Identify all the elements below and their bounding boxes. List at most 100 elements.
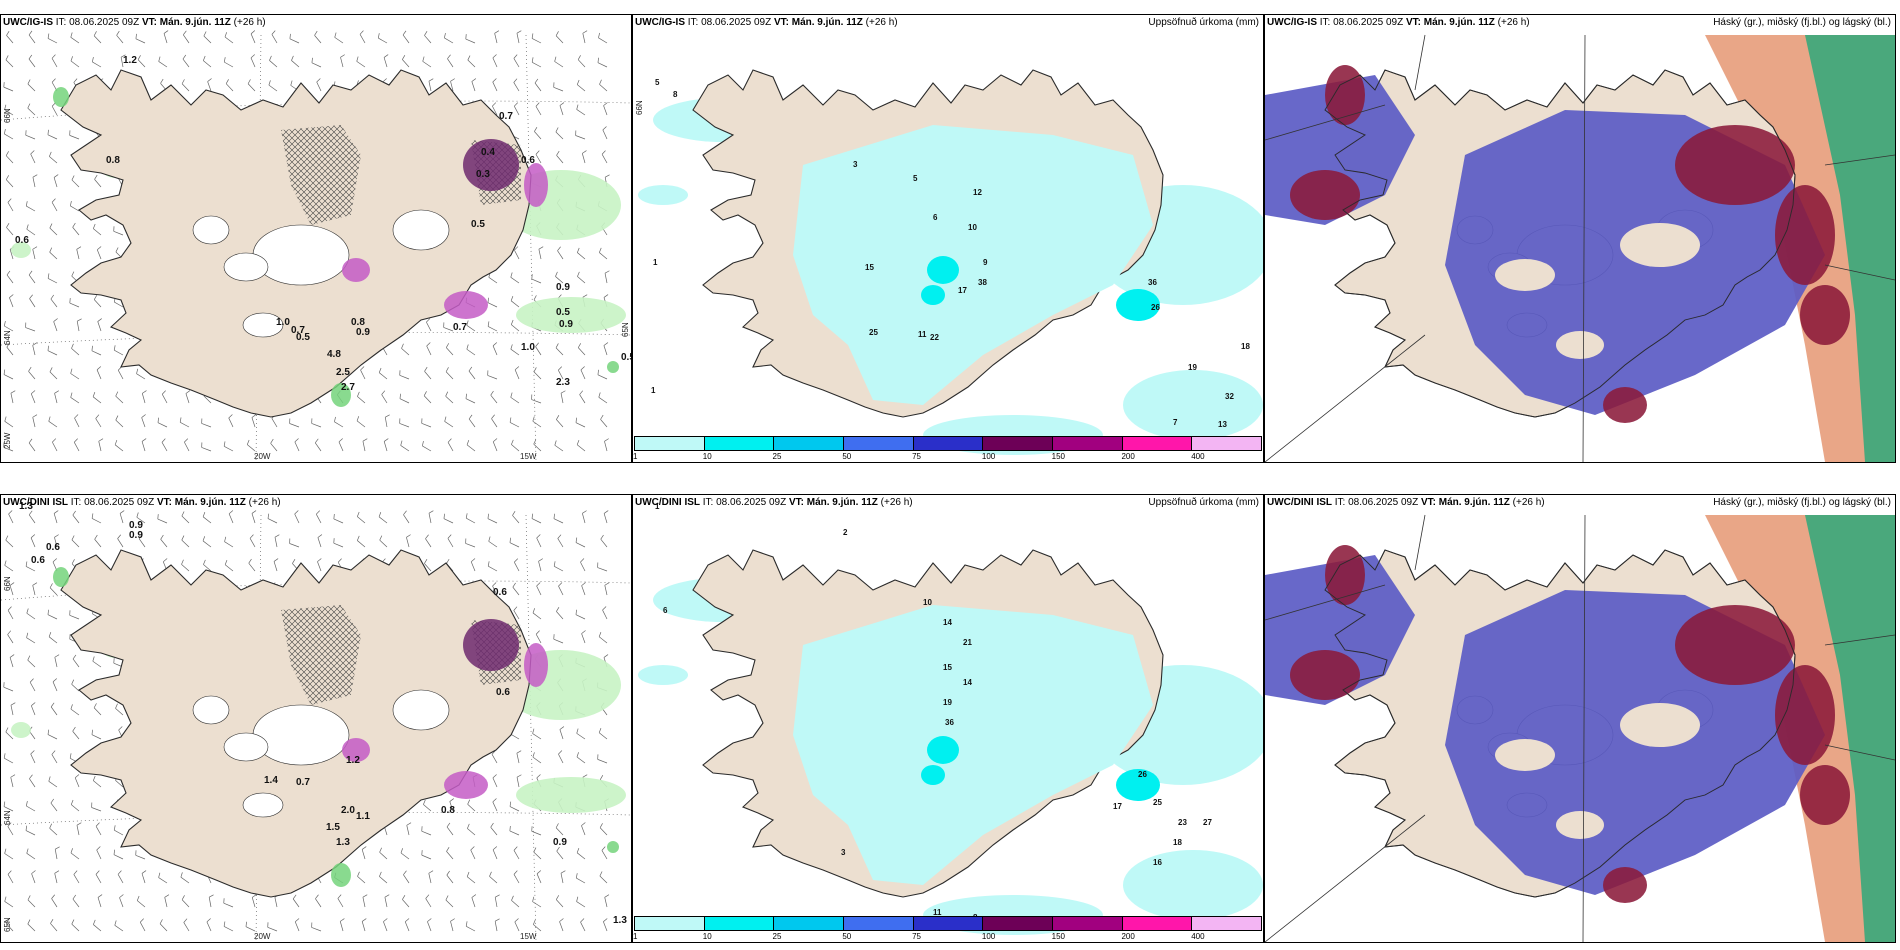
mid-cloud-dense	[1775, 665, 1835, 765]
panel-precip-top[interactable]: UWC/IG-IS IT: 08.06.2025 09Z VT: Mán. 9.…	[632, 14, 1264, 463]
wind-barb	[575, 614, 586, 620]
wind-barb-flag	[604, 270, 610, 274]
wind-barb-flag	[274, 534, 280, 538]
wind-barb	[47, 350, 58, 356]
lead-time: (+26 h)	[1512, 497, 1545, 508]
wind-barb	[601, 850, 608, 860]
wind-barb-flag	[399, 393, 401, 399]
wind-barb	[535, 634, 542, 644]
wind-barb	[9, 249, 14, 260]
wind-barb	[53, 177, 58, 188]
wind-barb-flag	[28, 270, 33, 276]
panel-wind-top[interactable]: UWC/IG-IS IT: 08.06.2025 09Z VT: Mán. 9.…	[0, 14, 632, 463]
wind-barb	[28, 514, 36, 524]
legend-swatch	[1192, 437, 1262, 450]
wind-barb-flag	[531, 513, 534, 519]
wind-barb-flag	[71, 919, 75, 925]
wind-barb-flag	[72, 222, 76, 228]
lon-label-15: 15W	[520, 932, 537, 941]
wind-barb-flag	[52, 678, 58, 683]
region-border	[1265, 34, 1895, 462]
wind-barb	[531, 278, 542, 284]
wind-barb	[379, 539, 388, 548]
wind-barb-flag	[181, 535, 185, 541]
panel-precip-bottom[interactable]: UWC/DINI ISL IT: 08.06.2025 09Z VT: Mán.…	[632, 494, 1264, 943]
wind-barb-flag	[357, 535, 360, 541]
wind-barb	[488, 276, 498, 284]
legend-tick-label: 50	[842, 452, 852, 461]
wind-barb-flag	[604, 894, 610, 898]
wind-barb-flag	[556, 150, 560, 156]
wind-barb-flag	[471, 78, 477, 82]
wind-barb	[138, 538, 146, 548]
legend-tick-label: 400	[1191, 932, 1205, 941]
wind-barb	[54, 657, 58, 668]
wind-barb-flag	[603, 294, 609, 298]
wind-barb	[96, 849, 102, 860]
model-name: UWC/DINI ISL	[635, 497, 700, 508]
wind-barb	[421, 830, 432, 836]
wind-barb	[576, 852, 586, 860]
wind-barb-flag	[383, 918, 388, 922]
wind-barb-flag	[32, 414, 38, 418]
clear-sky-area	[1556, 331, 1604, 359]
wind-value-label: 2.5	[336, 367, 350, 378]
wind-barb	[556, 155, 564, 164]
precip-legend: 1 10 25 50 75 100 150 200 400	[633, 916, 1263, 942]
panel-cloud-top[interactable]: UWC/IG-IS IT: 08.06.2025 09Z VT: Mán. 9.…	[1264, 14, 1896, 463]
wind-barb-flag	[115, 415, 119, 421]
wind-barb-flag	[492, 846, 498, 851]
precip-value-label: 2	[843, 528, 848, 537]
wind-barb-flag	[28, 366, 32, 372]
wind-barb	[423, 395, 432, 404]
wind-barb-flag	[29, 294, 33, 299]
wind-barb	[3, 374, 14, 380]
wind-barb	[70, 708, 80, 716]
wind-barb	[357, 516, 366, 524]
wind-barb-flag	[185, 390, 191, 394]
wind-barb	[5, 155, 14, 164]
wind-barb	[577, 84, 586, 92]
wind-barb-flag	[31, 390, 36, 395]
wind-barb-flag	[98, 438, 104, 442]
wind-barb	[114, 829, 124, 836]
wind-barb-flag	[70, 201, 72, 207]
wind-barb-flag	[576, 847, 580, 853]
wind-barb	[291, 60, 300, 68]
wind-barb	[602, 609, 608, 620]
panel-cloud-bottom[interactable]: UWC/DINI ISL IT: 08.06.2025 09Z VT: Mán.…	[1264, 494, 1896, 943]
precip-value-label: 12	[973, 188, 982, 197]
wind-barb-flag	[356, 56, 359, 62]
wind-barb-flag	[557, 246, 561, 251]
wind-barb	[92, 396, 102, 404]
model-name: UWC/IG-IS	[1267, 17, 1317, 28]
wind-barb-flag	[117, 534, 121, 539]
wind-barb-flag	[357, 871, 360, 877]
legend-swatch	[1122, 917, 1193, 930]
wind-barb	[428, 513, 432, 524]
wind-barb	[184, 441, 190, 452]
wind-value-label: 0.9	[559, 319, 573, 330]
wind-barb	[8, 513, 14, 524]
wind-barb-flag	[4, 416, 7, 422]
legend-colorbar	[634, 436, 1262, 451]
wind-barb-flag	[9, 294, 14, 298]
legend-swatch	[1122, 437, 1193, 450]
wind-barb	[516, 777, 520, 788]
wind-barb	[271, 418, 278, 428]
wind-barb-flag	[4, 104, 7, 110]
wind-barb	[206, 921, 212, 932]
wind-barb-flag	[511, 439, 514, 445]
wind-barb	[487, 375, 498, 380]
wind-barb	[446, 347, 454, 356]
wind-barb-flag	[74, 774, 80, 779]
wind-value-label: 1.2	[123, 55, 137, 66]
wind-barb	[603, 513, 608, 524]
wind-barb	[492, 441, 498, 452]
wind-barb	[357, 540, 366, 548]
wind-value-label: 0.4	[481, 147, 495, 158]
wind-barb-flag	[5, 175, 10, 180]
wind-barb	[208, 897, 212, 908]
wind-barb	[158, 877, 168, 884]
panel-wind-bottom[interactable]: UWC/DINI ISL IT: 08.06.2025 09Z VT: Mán.…	[0, 494, 632, 943]
